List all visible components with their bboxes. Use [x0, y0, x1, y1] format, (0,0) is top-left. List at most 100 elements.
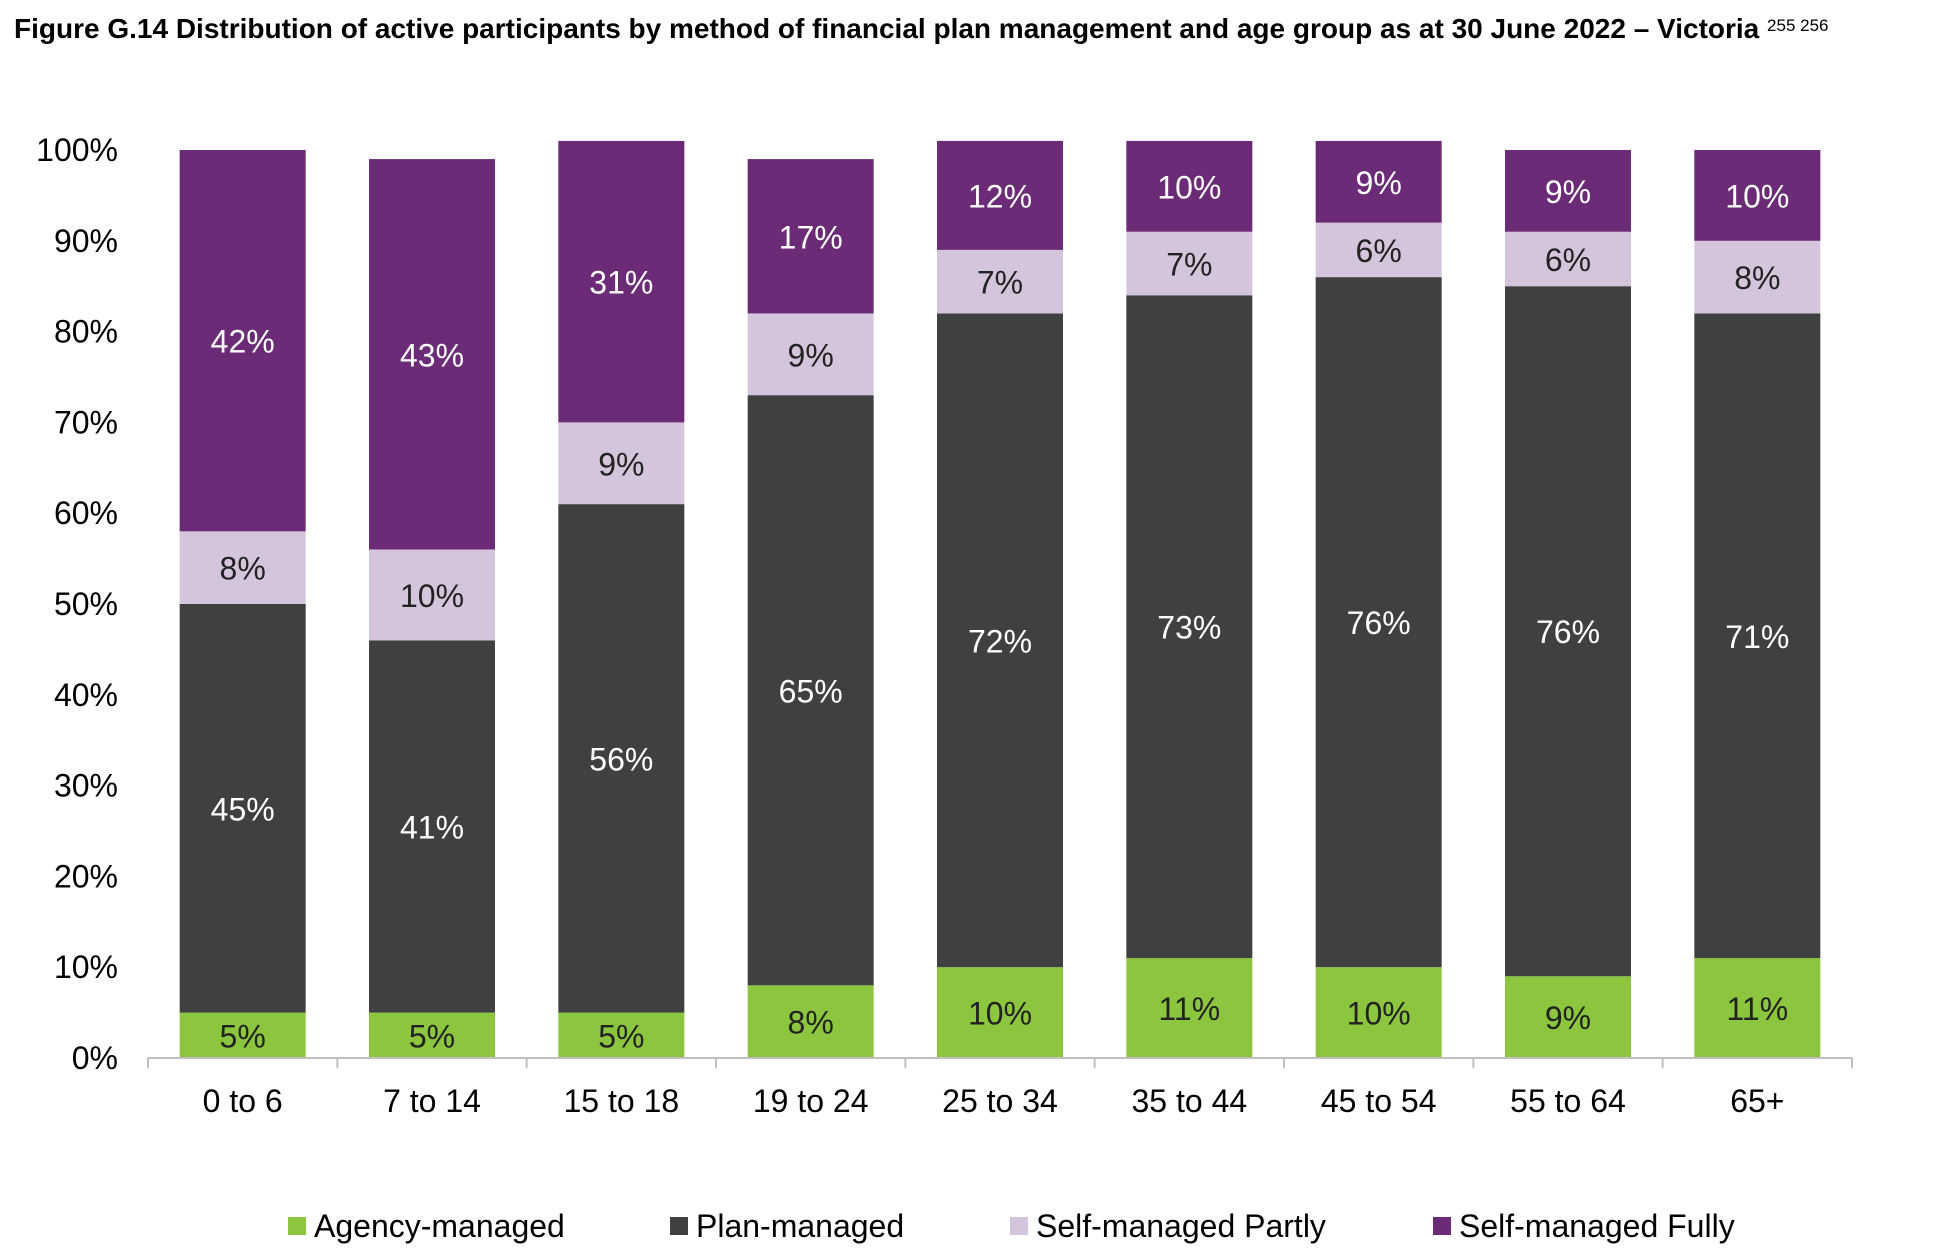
data-label: 76%	[1347, 605, 1411, 641]
data-label: 10%	[1347, 996, 1411, 1032]
bar-segment	[1694, 150, 1821, 241]
bar-segment	[1505, 976, 1631, 1058]
data-label: 71%	[1725, 619, 1789, 655]
bar-segment	[1126, 958, 1253, 1058]
bar-stack: 5% 45% 8% 42%	[179, 150, 306, 1058]
data-label: 42%	[211, 324, 275, 360]
bar-segment	[1505, 286, 1631, 977]
bar-segment	[747, 395, 874, 986]
bar-stack: 9% 76% 6% 9%	[1505, 150, 1631, 1058]
bar-segment	[558, 140, 685, 423]
legend-item: Self-managed Fully	[1433, 1208, 1735, 1244]
bar-stack: 5% 56% 9% 31%	[558, 140, 685, 1058]
bar-segment	[1694, 240, 1821, 314]
y-axis: 0% 10% 20% 30% 40% 50% 60% 70% 80% 90% 100%	[36, 132, 118, 1076]
x-tick-label: 25 to 34	[942, 1083, 1058, 1119]
data-label: 12%	[968, 178, 1032, 214]
bar-segment	[179, 150, 306, 532]
bars: 5% 45% 8% 42% 5% 41% 10% 43% 5% 56% 9% 31% 8% 65% 9% 17…	[179, 140, 1821, 1058]
legend-item: Agency-managed	[288, 1208, 565, 1244]
data-label: 7%	[1166, 247, 1212, 283]
y-tick-label: 90%	[54, 223, 118, 259]
bar-segment	[179, 531, 306, 604]
legend-label: Agency-managed	[314, 1208, 565, 1244]
bar-segment	[1126, 140, 1253, 232]
data-label: 7%	[977, 265, 1023, 301]
data-label: 73%	[1157, 610, 1221, 646]
data-label: 9%	[1545, 174, 1591, 210]
data-label: 9%	[788, 337, 834, 373]
x-tick-label: 45 to 54	[1321, 1083, 1437, 1119]
data-label: 5%	[409, 1018, 455, 1054]
data-label: 76%	[1536, 614, 1600, 650]
data-label: 5%	[598, 1018, 644, 1054]
bar-segment	[369, 1012, 495, 1058]
legend-swatch	[1010, 1217, 1028, 1235]
chart-title-text: Figure G.14 Distribution of active parti…	[14, 13, 1760, 44]
bar-segment	[1315, 967, 1442, 1058]
y-tick-label: 70%	[54, 404, 118, 440]
bar-segment	[747, 159, 874, 314]
data-label: 45%	[211, 791, 275, 827]
bar-segment	[937, 313, 1063, 968]
y-tick-label: 80%	[54, 314, 118, 350]
bar-stack: 8% 65% 9% 17%	[747, 159, 874, 1058]
y-tick-label: 40%	[54, 677, 118, 713]
bar-segment	[1126, 231, 1253, 296]
bar-segment	[369, 159, 495, 550]
bar-segment	[1315, 277, 1442, 968]
x-tick-label: 65+	[1730, 1083, 1784, 1119]
y-tick-label: 100%	[36, 132, 118, 168]
bar-segment	[179, 604, 306, 1013]
bar-stack: 10% 76% 6% 9%	[1315, 140, 1442, 1058]
bar-segment	[1694, 958, 1821, 1058]
bar-segment	[1505, 150, 1631, 232]
bar-stack: 11% 73% 7% 10%	[1126, 140, 1253, 1058]
y-tick-label: 0%	[72, 1040, 118, 1076]
title-footnotes: 255 256	[1767, 16, 1829, 35]
y-tick-label: 10%	[54, 949, 118, 985]
bar-segment	[558, 504, 685, 1013]
data-label: 31%	[589, 265, 653, 301]
bar-segment	[369, 640, 495, 1013]
data-label: 10%	[1725, 178, 1789, 214]
legend-swatch	[288, 1217, 306, 1235]
bar-segment	[747, 985, 874, 1058]
bar-segment	[937, 140, 1063, 250]
data-label: 11%	[1726, 991, 1788, 1027]
data-label: 56%	[589, 741, 653, 777]
data-label: 9%	[1356, 165, 1402, 201]
legend-label: Self-managed Partly	[1036, 1208, 1326, 1244]
data-label: 8%	[220, 551, 266, 587]
data-label: 10%	[968, 996, 1032, 1032]
bar-segment	[937, 967, 1063, 1058]
chart-title: Figure G.14 Distribution of active parti…	[14, 8, 1914, 49]
data-label: 9%	[598, 446, 644, 482]
bar-segment	[369, 549, 495, 641]
data-label: 8%	[788, 1005, 834, 1041]
data-label: 10%	[1157, 169, 1221, 205]
legend-swatch	[670, 1217, 688, 1235]
x-tick-label: 7 to 14	[383, 1083, 481, 1119]
bar-segment	[747, 313, 874, 396]
x-tick-label: 55 to 64	[1510, 1083, 1626, 1119]
data-label: 6%	[1545, 242, 1591, 278]
legend-label: Self-managed Fully	[1459, 1208, 1735, 1244]
data-label: 6%	[1356, 233, 1402, 269]
y-tick-label: 30%	[54, 768, 118, 804]
bar-segment	[558, 422, 685, 505]
data-label: 65%	[779, 673, 843, 709]
legend: Agency-managed Plan-managed Self-managed P…	[288, 1208, 1735, 1244]
bar-segment	[937, 249, 1063, 314]
legend-item: Plan-managed	[670, 1208, 904, 1244]
bar-segment	[1505, 231, 1631, 287]
data-label: 43%	[400, 337, 464, 373]
x-tick-label: 15 to 18	[564, 1083, 680, 1119]
y-tick-label: 50%	[54, 586, 118, 622]
x-tick-label: 0 to 6	[203, 1083, 283, 1119]
bar-stack: 10% 72% 7% 12%	[937, 140, 1063, 1058]
data-label: 41%	[400, 809, 464, 845]
bar-segment	[179, 1012, 306, 1058]
bar-segment	[1315, 140, 1442, 223]
bar-segment	[1126, 295, 1253, 959]
